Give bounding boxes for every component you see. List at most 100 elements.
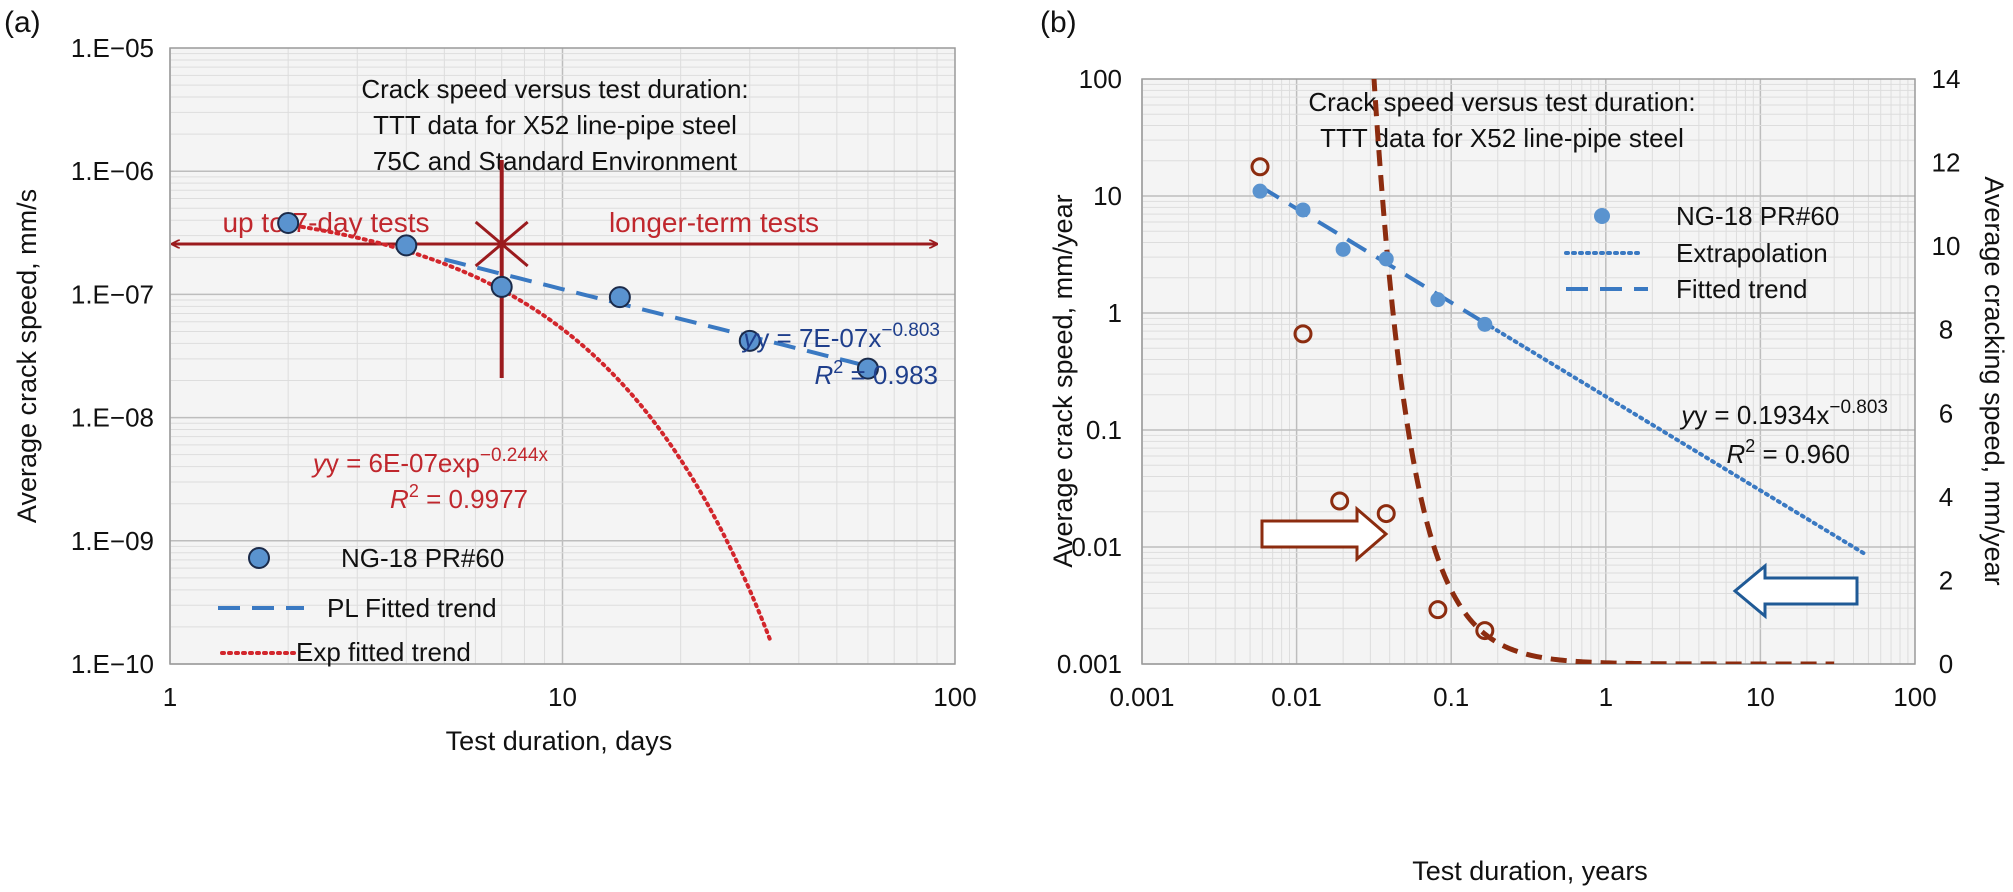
exp-r2-a-symbol: R [390, 484, 409, 514]
arrow-to-right-axis [1260, 505, 1389, 563]
panel-b-x-tick-label: 0.1 [1433, 682, 1469, 712]
panel-b-y2-tick-label: 2 [1939, 565, 1953, 595]
right-axis-data-point [1250, 157, 1270, 177]
right-axis-data-point [1293, 324, 1313, 344]
pl-equation-a-body: y = 7E-07x [756, 323, 881, 353]
pl-equation-b: yy = 0.1934x−0.803 R2 = 0.960 [1679, 397, 1888, 469]
panel-a-title-line-2: TTT data for X52 line-pipe steel [373, 110, 737, 140]
right-arrow-tail-head [500, 220, 529, 246]
svg-text:R2 = 0.960: R2 = 0.960 [1727, 436, 1851, 469]
panel-a-x-tick-label: 10 [548, 682, 577, 712]
data-point [608, 286, 631, 309]
panel-a: (a) 1 10 100 1.E−10 1.E−09 1.E−08 1.E−07 1.E−06… [4, 6, 977, 756]
exp-equation-a-body: y = 6E-07exp [326, 448, 480, 478]
exp-equation-a-exponent: −0.244x [480, 445, 549, 466]
pl-r2-a-value: = 0.983 [843, 360, 938, 390]
legend-a-label-points: NG-18 PR#60 [341, 543, 504, 573]
pl-equation-a-exponent: −0.803 [881, 320, 940, 341]
panel-b-y2-tick-label: 10 [1932, 231, 1961, 261]
arrow-to-left-axis [1732, 562, 1859, 620]
panel-b: (b) 0.001 0.01 0.1 1 10 1000.0010.010.1110100… [1040, 6, 2009, 886]
panel-a-label: (a) [4, 6, 41, 39]
panel-b-plot-area [1142, 79, 1915, 664]
panel-b-x-tick-label: 0.001 [1109, 682, 1174, 712]
pl-r2-a-symbol: R [815, 360, 834, 390]
right-region-label: longer-term tests [609, 207, 819, 238]
panel-b-x-tick-label: 1 [1599, 682, 1613, 712]
panel-b-y2-tick-label: 0 [1939, 649, 1953, 679]
legend-a-marker-points [248, 547, 270, 569]
data-point [277, 211, 300, 234]
panel-a-y-tick-label: 1.E−09 [71, 526, 154, 556]
panel-a-x-tick-label: 1 [163, 682, 177, 712]
legend-b-label-points: NG-18 PR#60 [1676, 201, 1839, 231]
svg-text:yy = 6E-07exp−0.244x: yy = 6E-07exp−0.244x [311, 445, 549, 478]
panel-a-y-tick-label: 1.E−10 [71, 649, 154, 679]
right-axis-data-point [1376, 504, 1396, 524]
panel-a-legend: NG-18 PR#60 PL Fitted trend Exp fitted t… [218, 543, 504, 667]
panel-b-y-tick-label: 10 [1093, 181, 1122, 211]
panel-b-x-tick-label: 0.01 [1271, 682, 1322, 712]
extrapolation-line [1482, 320, 1868, 557]
panel-b-y-tick-label: 0.1 [1086, 415, 1122, 445]
legend-b-label-fitted: Fitted trend [1676, 274, 1808, 304]
panel-b-frame [1141, 78, 1916, 665]
right-axis-data-point [1428, 600, 1448, 620]
panel-a-data-points [277, 211, 879, 380]
pl-equation-b-body: y = 0.1934x [1694, 400, 1829, 430]
data-point [395, 234, 418, 257]
panel-b-label: (b) [1040, 6, 1077, 39]
panel-a-y-tick-label: 1.E−07 [71, 279, 154, 309]
panel-b-y2-tick-label: 14 [1932, 64, 1961, 94]
panel-b-y2-tick-label: 6 [1939, 398, 1953, 428]
left-arrow-tail-head [474, 242, 503, 268]
panel-a-y-axis-title: Average crack speed, mm/s [12, 189, 42, 523]
panel-b-ticks: 0.001 0.01 0.1 1 10 1000.0010.010.11101000246… [1057, 64, 1961, 712]
data-point [1252, 183, 1268, 199]
panel-a-y-tick-label: 1.E−05 [71, 33, 154, 63]
panel-a-ticks: 1 10 100 1.E−10 1.E−09 1.E−08 1.E−07 1.E−06 1.E−… [71, 33, 977, 712]
panel-b-y-tick-label: 1 [1108, 298, 1122, 328]
right-arrow-tail-head [500, 242, 529, 268]
legend-b-label-extrapolation: Extrapolation [1676, 238, 1828, 268]
panel-b-right-axis-points [1250, 157, 1495, 641]
panel-b-y2-tick-label: 4 [1939, 482, 1953, 512]
panel-b-y-axis-title: Average crack speed, mm/year [1048, 194, 1078, 567]
panel-b-x-tick-label: 100 [1893, 682, 1936, 712]
panel-a-title-line-3: 75C and Standard Environment [373, 146, 738, 176]
left-arrow-tail-head [474, 220, 503, 246]
panel-a-x-axis-title: Test duration, days [446, 726, 673, 756]
data-point [1335, 241, 1351, 257]
exp-fitted-trend-line [286, 222, 774, 645]
exp-r2-a-value: = 0.9977 [419, 484, 528, 514]
panel-b-y-tick-label: 0.001 [1057, 649, 1122, 679]
right-axis-data-point [1475, 621, 1495, 641]
panel-b-grid [1141, 79, 1915, 665]
pl-equation-b-exponent: −0.803 [1829, 397, 1888, 418]
svg-text:R2 = 0.9977: R2 = 0.9977 [390, 481, 528, 514]
panel-b-y2-tick-label: 8 [1939, 315, 1953, 345]
data-point [1295, 202, 1311, 218]
data-point [1430, 292, 1446, 308]
data-point [490, 275, 513, 298]
pl-r2-b-symbol: R [1727, 439, 1746, 469]
panel-b-title-line-2: TTT data for X52 line-pipe steel [1320, 123, 1684, 153]
legend-a-label-exp: Exp fitted trend [296, 637, 471, 667]
panel-a-region-markers: up to 7-day tests longer-term tests [172, 160, 937, 378]
panel-b-data-points [1252, 183, 1493, 332]
panel-b-y-tick-label: 0.01 [1071, 532, 1122, 562]
panel-b-legend: NG-18 PR#60 Extrapolation Fitted trend [1564, 201, 1839, 304]
svg-text:R2 = 0.983: R2 = 0.983 [815, 357, 939, 390]
panel-b-x-tick-label: 10 [1746, 682, 1775, 712]
panel-b-title-line-1: Crack speed versus test duration: [1308, 87, 1695, 117]
data-point [738, 329, 761, 352]
data-point [1477, 316, 1493, 332]
left-region-label: up to 7-day tests [222, 207, 429, 238]
legend-a-label-pl: PL Fitted trend [327, 593, 497, 623]
data-point [856, 357, 879, 380]
svg-text:yy = 0.1934x−0.803: yy = 0.1934x−0.803 [1679, 397, 1888, 430]
pl-r2-b-value: = 0.960 [1755, 439, 1850, 469]
panel-b-y2-axis-title: Average cracking speed, mm/year [1979, 176, 2009, 585]
panel-a-frame [169, 47, 956, 665]
